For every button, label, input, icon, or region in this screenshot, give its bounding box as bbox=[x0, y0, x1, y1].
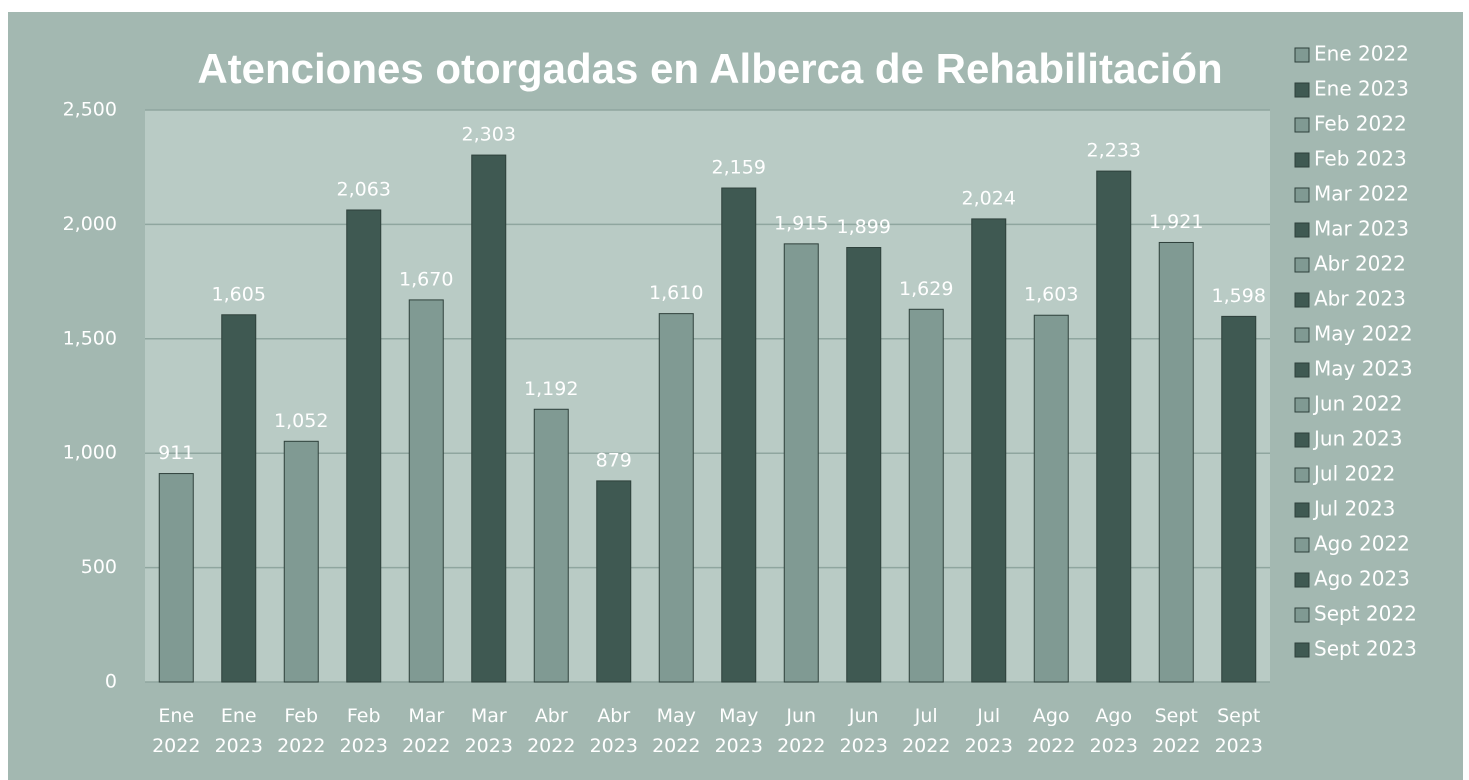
x-tick-label: Ago 2022 bbox=[1027, 705, 1075, 757]
bar bbox=[971, 218, 1007, 683]
bar bbox=[846, 247, 882, 683]
legend-label: May 2022 bbox=[1314, 322, 1413, 346]
legend-label: Ene 2023 bbox=[1314, 77, 1409, 101]
bar bbox=[1033, 314, 1069, 683]
x-tick-label: Ene 2022 bbox=[152, 705, 200, 757]
data-label: 879 bbox=[596, 449, 632, 471]
legend-label: Mar 2022 bbox=[1314, 182, 1409, 206]
data-label: 2,233 bbox=[1087, 140, 1141, 162]
x-tick-label: Sept 2023 bbox=[1215, 705, 1263, 757]
x-tick-label: Mar 2023 bbox=[465, 705, 513, 757]
x-tick-label: Feb 2022 bbox=[277, 705, 325, 757]
data-label: 1,610 bbox=[649, 282, 703, 304]
bar bbox=[408, 299, 444, 683]
data-label: 1,921 bbox=[1149, 211, 1203, 233]
x-tick-label: May 2023 bbox=[715, 705, 763, 757]
bar bbox=[596, 480, 632, 683]
legend-swatch bbox=[1294, 537, 1310, 553]
legend-swatch bbox=[1294, 642, 1310, 658]
y-tick-label: 2,000 bbox=[63, 213, 117, 235]
x-tick-label: Sept 2022 bbox=[1152, 705, 1200, 757]
legend-swatch bbox=[1294, 257, 1310, 273]
legend-swatch bbox=[1294, 47, 1310, 63]
legend-label: May 2023 bbox=[1314, 357, 1413, 381]
x-tick-label: Jun 2022 bbox=[777, 705, 825, 757]
data-label: 1,899 bbox=[837, 216, 891, 238]
legend-label: Sept 2022 bbox=[1314, 602, 1417, 626]
plot-area bbox=[145, 110, 1270, 682]
legend-swatch bbox=[1294, 362, 1310, 378]
legend-swatch bbox=[1294, 82, 1310, 98]
legend-swatch bbox=[1294, 607, 1310, 623]
x-tick-label: Jun 2023 bbox=[840, 705, 888, 757]
bar bbox=[1158, 241, 1194, 683]
y-tick-label: 2,500 bbox=[63, 99, 117, 121]
x-tick-label: Jul 2022 bbox=[902, 705, 950, 757]
data-label: 2,303 bbox=[462, 124, 516, 146]
legend-label: Feb 2022 bbox=[1314, 112, 1407, 136]
bar bbox=[783, 243, 819, 683]
legend-label: Jul 2023 bbox=[1312, 497, 1395, 521]
data-label: 1,052 bbox=[274, 410, 328, 432]
bar bbox=[908, 308, 944, 683]
legend-swatch bbox=[1294, 222, 1310, 238]
data-label: 911 bbox=[158, 442, 194, 464]
legend-swatch bbox=[1294, 572, 1310, 588]
x-tick-label: Abr 2022 bbox=[527, 705, 575, 757]
legend-swatch bbox=[1294, 292, 1310, 308]
chart-title: Atenciones otorgadas en Alberca de Rehab… bbox=[197, 45, 1222, 92]
bar bbox=[283, 440, 319, 683]
x-tick-label: Ago 2023 bbox=[1090, 705, 1138, 757]
y-tick-label: 1,000 bbox=[63, 442, 117, 464]
legend-label: Ene 2022 bbox=[1314, 42, 1409, 66]
data-label: 2,024 bbox=[962, 187, 1016, 209]
bar bbox=[658, 313, 694, 683]
legend-label: Jul 2022 bbox=[1312, 462, 1395, 486]
x-tick-label: Jul 2023 bbox=[965, 705, 1013, 757]
x-tick-label: May 2022 bbox=[652, 705, 700, 757]
bar bbox=[221, 314, 257, 683]
data-label: 1,915 bbox=[774, 212, 828, 234]
legend-swatch bbox=[1294, 327, 1310, 343]
legend-label: Sept 2023 bbox=[1314, 637, 1417, 661]
x-tick-label: Abr 2023 bbox=[590, 705, 638, 757]
legend-swatch bbox=[1294, 152, 1310, 168]
legend-label: Ago 2023 bbox=[1314, 567, 1410, 591]
data-label: 1,603 bbox=[1024, 284, 1078, 306]
legend-swatch bbox=[1294, 467, 1310, 483]
legend-label: Feb 2023 bbox=[1314, 147, 1407, 171]
x-tick-label: Mar 2022 bbox=[402, 705, 450, 757]
legend-label: Mar 2023 bbox=[1314, 217, 1409, 241]
data-label: 2,063 bbox=[337, 178, 391, 200]
data-label: 2,159 bbox=[712, 157, 766, 179]
legend-label: Abr 2022 bbox=[1314, 252, 1406, 276]
data-label: 1,598 bbox=[1212, 285, 1266, 307]
legend-label: Ago 2022 bbox=[1314, 532, 1410, 556]
x-tick-label: Ene 2023 bbox=[215, 705, 263, 757]
data-label: 1,605 bbox=[212, 283, 266, 305]
y-tick-label: 0 bbox=[105, 671, 117, 693]
legend-label: Jun 2022 bbox=[1312, 392, 1403, 416]
legend-swatch bbox=[1294, 397, 1310, 413]
y-tick-label: 500 bbox=[81, 556, 117, 578]
legend-swatch bbox=[1294, 117, 1310, 133]
bar bbox=[346, 209, 382, 683]
legend-swatch bbox=[1294, 502, 1310, 518]
bar bbox=[471, 154, 507, 683]
data-label: 1,192 bbox=[524, 378, 578, 400]
legend-label: Jun 2023 bbox=[1312, 427, 1403, 451]
bar bbox=[158, 473, 194, 683]
y-tick-label: 1,500 bbox=[63, 327, 117, 349]
bar bbox=[1096, 170, 1132, 683]
data-label: 1,670 bbox=[399, 268, 453, 290]
legend-label: Abr 2023 bbox=[1314, 287, 1406, 311]
bar bbox=[1221, 315, 1257, 683]
data-label: 1,629 bbox=[899, 278, 953, 300]
legend-swatch bbox=[1294, 432, 1310, 448]
x-tick-label: Feb 2023 bbox=[340, 705, 388, 757]
bar bbox=[721, 187, 757, 683]
legend-swatch bbox=[1294, 187, 1310, 203]
bar bbox=[533, 408, 569, 683]
